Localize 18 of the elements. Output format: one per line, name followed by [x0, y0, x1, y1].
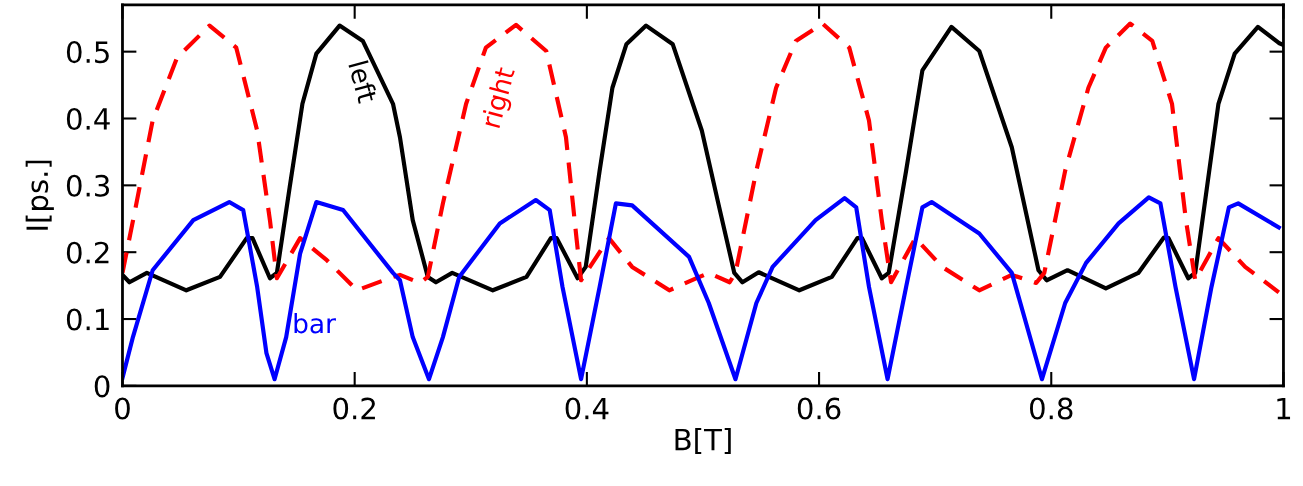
- x-tick-label: 0.4: [565, 397, 609, 420]
- y-tick-label: 0.2: [66, 241, 109, 264]
- y-axis-title: I[ps.]: [25, 160, 54, 230]
- x-tick-label: 0.6: [797, 397, 841, 420]
- y-tick-label: 0.1: [66, 308, 109, 331]
- series-label: bar: [294, 312, 336, 334]
- x-tick-label: 0.8: [1029, 397, 1073, 420]
- y-tick-label: 0.3: [66, 174, 110, 197]
- y-tick-label: 0: [94, 375, 110, 398]
- x-axis-title: B[T]: [675, 428, 731, 455]
- y-tick-label: 0.5: [66, 41, 109, 64]
- line-series: [122, 195, 1281, 382]
- text: right: [480, 65, 520, 130]
- x-tick-label: 0: [115, 397, 130, 420]
- y-tick-label: 0.4: [66, 107, 110, 130]
- x-tick-label: 1: [1277, 397, 1291, 420]
- x-tick-label: 0.2: [333, 397, 375, 420]
- text: left: [348, 60, 379, 104]
